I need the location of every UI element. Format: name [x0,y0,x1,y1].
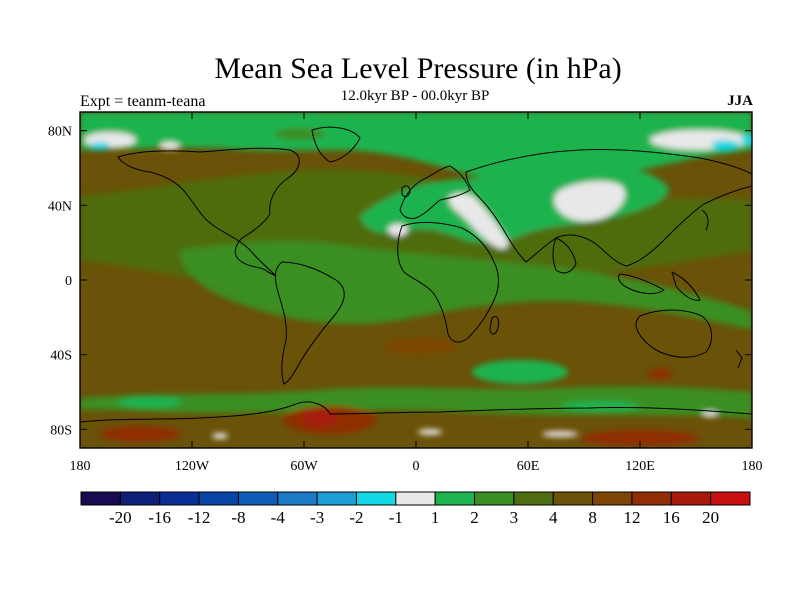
colorbar-label: 2 [470,508,479,527]
colorbar-label: 16 [663,508,680,527]
colorbar-box [670,491,712,506]
experiment-label: Expt = teanm-teana [80,93,206,110]
colorbar-label: 4 [549,508,558,527]
colorbar-label: -12 [188,508,211,527]
colorbar-label: -1 [389,508,403,527]
colorbar-box [159,491,200,506]
x-tick-label: 0 [413,459,420,474]
colorbar-box [592,491,633,506]
chart-subtitle: 12.0kyr BP - 00.0kyr BP [340,88,490,104]
x-tick-label: 180 [742,459,763,474]
colorbar-box [119,491,161,506]
colorbar-box [395,491,436,506]
y-tick-label: 40N [48,199,72,214]
y-axis: 80N 40N 0 40S 80S [48,125,752,438]
colorbar-box [355,491,397,506]
x-tick-label: 60W [290,459,318,474]
y-tick-label: 0 [65,274,72,289]
colorbar-label: -4 [271,508,286,527]
y-tick-label: 80N [48,125,72,140]
x-tick-label: 60E [517,459,540,474]
coastlines [80,126,752,423]
colorbar-box [80,491,121,506]
colorbar-box [474,491,515,506]
colorbar-box [631,491,672,506]
y-tick-label: 40S [50,349,72,364]
colorbar-label: 20 [702,508,719,527]
colorbar-box [710,491,751,506]
colorbar-label: 8 [588,508,597,527]
colorbar-label: -8 [231,508,245,527]
colorbar-label: 3 [510,508,519,527]
colorbar-label: -3 [310,508,324,527]
y-tick-label: 80S [50,423,72,438]
colorbar-label: -2 [349,508,363,527]
colorbar-box [434,491,476,506]
pressure-field [80,112,752,448]
colorbar-label: -16 [148,508,171,527]
colorbar-box [237,491,279,506]
season-label: JJA [727,93,753,109]
colorbar: -20 -16 -12 -8 -4 -3 -2 -1 1 2 3 4 8 12 16 20 [80,491,751,527]
colorbar-label: 1 [431,508,440,527]
colorbar-box [552,491,594,506]
colorbar-label: 12 [623,508,640,527]
chart-title: Mean Sea Level Pressure (in hPa) [214,52,622,85]
colorbar-box [277,491,318,506]
x-tick-label: 120E [625,459,655,474]
x-tick-label: 180 [70,459,91,474]
colorbar-box [198,491,239,506]
colorbar-box [316,491,357,506]
x-tick-label: 120W [175,459,210,474]
x-axis: 180 120W 60W 0 60E 120E 180 [70,112,763,474]
colorbar-box [513,491,554,506]
colorbar-label: -20 [109,508,132,527]
